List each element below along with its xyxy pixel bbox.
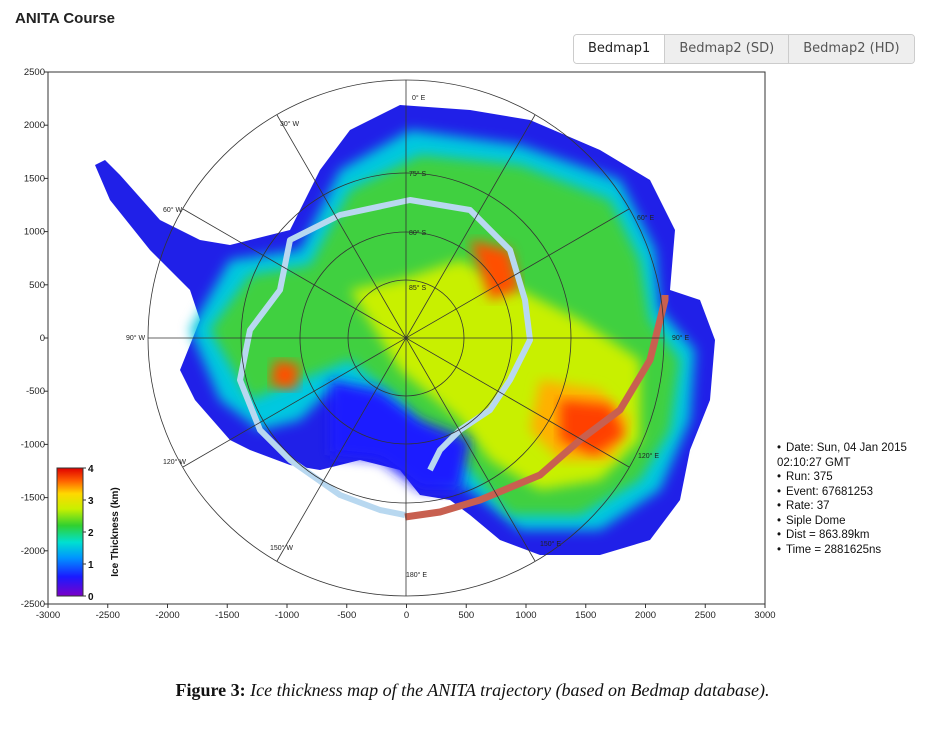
latitude-label: 80° S bbox=[409, 229, 427, 237]
y-tick-label: -1000 bbox=[21, 439, 45, 450]
longitude-label: 0° E bbox=[412, 94, 426, 102]
tab[interactable]: Bedmap2 (SD) bbox=[664, 35, 789, 63]
info-item: Time = 2881625ns bbox=[777, 543, 939, 558]
y-tick-label: 1500 bbox=[24, 173, 45, 184]
caption-label: Figure 3: bbox=[175, 680, 246, 700]
y-tick-label: 500 bbox=[29, 280, 45, 291]
x-tick-label: -1500 bbox=[215, 610, 239, 621]
latitude-label: 75° S bbox=[409, 170, 427, 178]
longitude-label: 90° E bbox=[672, 334, 690, 342]
y-tick-label: -2000 bbox=[21, 546, 45, 557]
x-tick-label: 1500 bbox=[575, 610, 596, 621]
caption: Figure 3: Ice thickness map of the ANITA… bbox=[0, 680, 945, 701]
longitude-label: 60° W bbox=[163, 206, 183, 214]
longitude-label: 180° E bbox=[406, 571, 427, 579]
x-tick-label: 0 bbox=[404, 610, 409, 621]
longitude-label: 120° E bbox=[638, 452, 659, 460]
event-info: Date: Sun, 04 Jan 2015 02:10:27 GMT Run:… bbox=[777, 441, 939, 557]
x-tick-label: -500 bbox=[337, 610, 356, 621]
latitude-label: 85° S bbox=[409, 284, 427, 292]
caption-text: Ice thickness map of the ANITA trajector… bbox=[250, 680, 770, 700]
x-tick-label: -2000 bbox=[155, 610, 179, 621]
y-tick-label: 0 bbox=[40, 333, 45, 344]
colorbar-tick-label: 3 bbox=[88, 496, 94, 507]
y-tick-label: 1000 bbox=[24, 227, 45, 238]
colorbar-tick-label: 1 bbox=[88, 560, 94, 571]
map-plot: -3000 -2500 -2000 -1500 -1000 -500 0 500 1000 150… bbox=[21, 67, 776, 621]
x-tick-label: 3000 bbox=[754, 610, 775, 621]
colorbar-tick-label: 4 bbox=[88, 464, 94, 475]
tab-bar: Bedmap1 Bedmap2 (SD) Bedmap2 (HD) bbox=[573, 34, 915, 64]
colorbar-label: Ice Thickness (km) bbox=[110, 487, 121, 576]
x-tick-label: -2500 bbox=[96, 610, 120, 621]
longitude-label: 30° W bbox=[280, 120, 300, 128]
page-title: ANITA Course bbox=[15, 10, 116, 27]
x-tick-label: 2500 bbox=[695, 610, 716, 621]
graticule bbox=[147, 79, 665, 597]
x-tick-label: 1000 bbox=[515, 610, 536, 621]
longitude-label: 150° E bbox=[540, 540, 561, 548]
tab[interactable]: Bedmap2 (HD) bbox=[788, 35, 914, 63]
info-item: Date: Sun, 04 Jan 2015 02:10:27 GMT bbox=[777, 441, 939, 470]
y-tick-label: 2000 bbox=[24, 120, 45, 131]
longitude-label: 90° W bbox=[126, 334, 146, 342]
info-item: Dist = 863.89km bbox=[777, 528, 939, 543]
longitude-label: 150° W bbox=[270, 544, 293, 552]
y-tick-label: 2500 bbox=[24, 67, 45, 78]
x-tick-label: 2000 bbox=[635, 610, 656, 621]
x-tick-label: -1000 bbox=[275, 610, 299, 621]
info-item: Event: 67681253 bbox=[777, 485, 939, 500]
ice-map bbox=[95, 79, 715, 597]
colorbar bbox=[56, 467, 84, 597]
y-tick-label: -500 bbox=[26, 386, 45, 397]
longitude-label: 120° W bbox=[163, 458, 186, 466]
info-item: Run: 375 bbox=[777, 470, 939, 485]
tab[interactable]: Bedmap1 bbox=[574, 35, 665, 63]
colorbar-tick-label: 0 bbox=[88, 592, 94, 603]
longitude-label: 60° E bbox=[637, 214, 655, 222]
x-tick-label: 500 bbox=[458, 610, 474, 621]
info-item: Rate: 37 bbox=[777, 499, 939, 514]
y-tick-label: -2500 bbox=[21, 599, 45, 610]
y-tick-label: -1500 bbox=[21, 493, 45, 504]
info-item: Siple Dome bbox=[777, 514, 939, 529]
x-tick-label: -3000 bbox=[36, 610, 60, 621]
colorbar-tick-label: 2 bbox=[88, 528, 94, 539]
